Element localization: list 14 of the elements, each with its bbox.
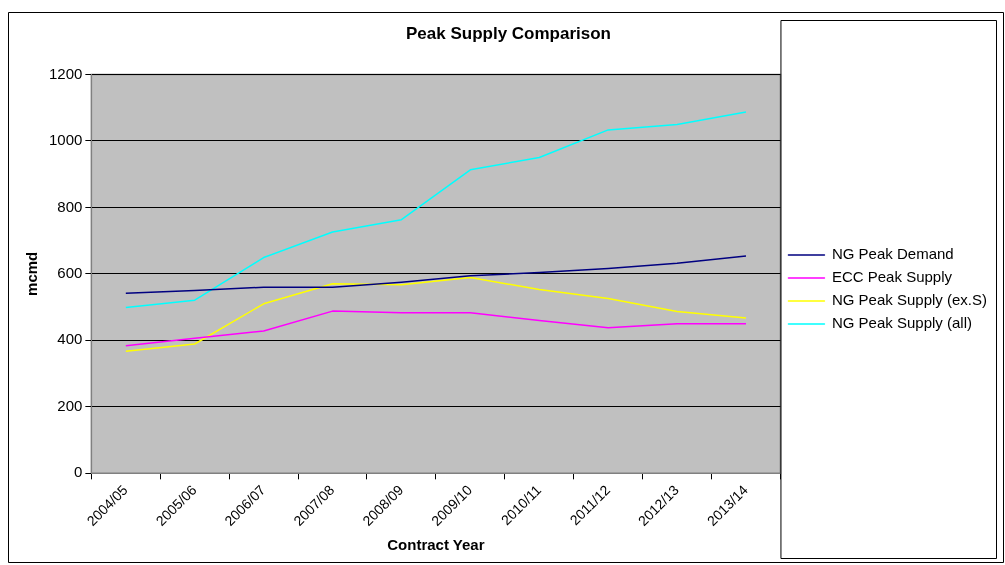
y-tick-label: 400 xyxy=(57,330,83,348)
y-axis-title: mcmd xyxy=(23,251,41,296)
y-tick-label: 0 xyxy=(74,463,83,481)
legend-label: NG Peak Supply (all) xyxy=(831,314,972,332)
y-tick-label: 600 xyxy=(57,264,83,282)
y-tick-label: 1000 xyxy=(48,131,83,149)
legend-label: NG Peak Supply (ex.S) xyxy=(831,291,987,309)
y-tick-label: 1200 xyxy=(48,64,83,82)
x-axis-title: Contract Year xyxy=(387,536,485,554)
y-tick-label: 800 xyxy=(57,197,83,215)
legend-label: NG Peak Demand xyxy=(831,245,954,263)
chart-title: Peak Supply Comparison xyxy=(406,23,611,43)
legend-label: ECC Peak Supply xyxy=(831,268,953,286)
y-tick-label: 200 xyxy=(57,396,83,414)
